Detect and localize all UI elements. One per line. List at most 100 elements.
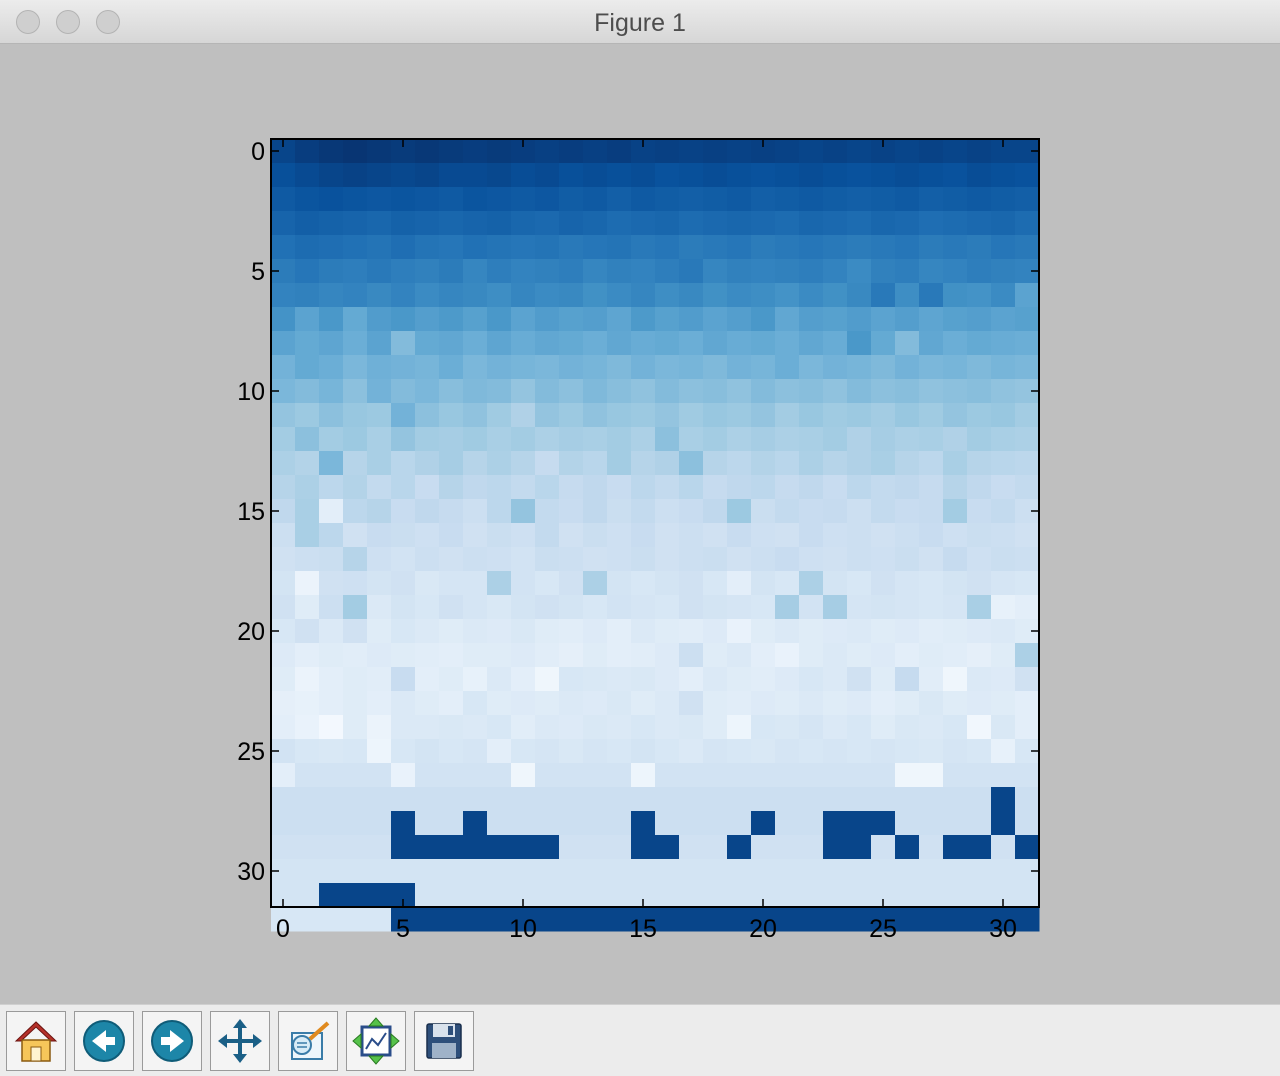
heatmap-cell — [751, 571, 776, 596]
heatmap-cell — [799, 595, 824, 620]
heatmap-cell — [415, 427, 440, 452]
subplots-button[interactable] — [346, 1011, 406, 1071]
subplots-icon — [352, 1017, 400, 1065]
heatmap-cell — [415, 835, 440, 860]
heatmap-cell — [751, 787, 776, 812]
heatmap-cell — [631, 427, 656, 452]
heatmap-cell — [967, 595, 992, 620]
heatmap-cell — [391, 307, 416, 332]
heatmap-cell — [895, 691, 920, 716]
heatmap-cell — [727, 451, 752, 476]
heatmap-cell — [439, 547, 464, 572]
heatmap-cell — [295, 403, 320, 428]
heatmap-cell — [919, 163, 944, 188]
heatmap-cell — [607, 499, 632, 524]
heatmap-cell — [439, 715, 464, 740]
heatmap-cell — [343, 883, 368, 908]
heatmap-cell — [631, 403, 656, 428]
heatmap-cell — [895, 259, 920, 284]
heatmap-cell — [895, 883, 920, 908]
heatmap-cell — [895, 907, 920, 932]
x-tick-label: 10 — [509, 915, 537, 943]
heatmap-cell — [559, 499, 584, 524]
pan-button[interactable] — [210, 1011, 270, 1071]
heatmap-cell — [319, 595, 344, 620]
heatmap-cell — [727, 715, 752, 740]
heatmap-cell — [319, 859, 344, 884]
heatmap-cell — [847, 547, 872, 572]
heatmap-cell — [391, 763, 416, 788]
heatmap-cell — [943, 907, 968, 932]
heatmap-cell — [367, 211, 392, 236]
back-button[interactable] — [74, 1011, 134, 1071]
heatmap-cell — [367, 619, 392, 644]
heatmap-cell — [319, 451, 344, 476]
heatmap-cell — [319, 259, 344, 284]
heatmap-cell — [535, 235, 560, 260]
heatmap-cell — [319, 547, 344, 572]
heatmap-cell — [631, 451, 656, 476]
x-tick-label: 20 — [749, 915, 777, 943]
heatmap-cell — [895, 787, 920, 812]
heatmap-cell — [487, 811, 512, 836]
save-button[interactable] — [414, 1011, 474, 1071]
heatmap-cell — [871, 547, 896, 572]
heatmap-cell — [391, 739, 416, 764]
heatmap-cell — [991, 235, 1016, 260]
heatmap-cell — [583, 595, 608, 620]
heatmap-cell — [559, 619, 584, 644]
heatmap-cell — [367, 139, 392, 164]
zoom-window-button[interactable] — [96, 10, 120, 34]
heatmap-cell — [847, 283, 872, 308]
heatmap-cell — [415, 691, 440, 716]
heatmap-cell — [871, 763, 896, 788]
heatmap-cell — [751, 667, 776, 692]
heatmap-cell — [847, 859, 872, 884]
heatmap-cell — [703, 283, 728, 308]
heatmap-cell — [487, 283, 512, 308]
heatmap-cell — [271, 475, 296, 500]
heatmap-cell — [679, 811, 704, 836]
heatmap-cell — [1015, 403, 1040, 428]
heatmap-cell — [967, 139, 992, 164]
minimize-window-button[interactable] — [56, 10, 80, 34]
heatmap-cell — [343, 763, 368, 788]
heatmap-cell — [991, 739, 1016, 764]
zoom-rect-icon — [291, 1021, 330, 1060]
heatmap-cell — [271, 811, 296, 836]
heatmap-cell — [655, 331, 680, 356]
heatmap-cell — [463, 523, 488, 548]
heatmap-cell — [607, 259, 632, 284]
zoom-button[interactable] — [278, 1011, 338, 1071]
heatmap-cell — [295, 307, 320, 332]
heatmap-cell — [391, 787, 416, 812]
heatmap-cell — [463, 619, 488, 644]
heatmap-cell — [847, 691, 872, 716]
heatmap-cell — [823, 379, 848, 404]
heatmap-cell — [415, 331, 440, 356]
heatmap-cell — [607, 355, 632, 380]
close-window-button[interactable] — [16, 10, 40, 34]
heatmap-cell — [319, 499, 344, 524]
forward-button[interactable] — [142, 1011, 202, 1071]
heatmap-cell — [511, 283, 536, 308]
heatmap-cell — [415, 787, 440, 812]
heatmap-cell — [391, 715, 416, 740]
heatmap-cell — [943, 187, 968, 212]
heatmap-cell — [1015, 211, 1040, 236]
heatmap-cell — [607, 619, 632, 644]
heatmap-cell — [343, 619, 368, 644]
heatmap-cell — [535, 811, 560, 836]
heatmap-cell — [487, 499, 512, 524]
heatmap-cell — [727, 139, 752, 164]
home-button[interactable] — [6, 1011, 66, 1071]
heatmap-cell — [727, 739, 752, 764]
heatmap-cell — [919, 811, 944, 836]
heatmap-cell — [1015, 571, 1040, 596]
heatmap-cell — [511, 163, 536, 188]
heatmap-cell — [871, 427, 896, 452]
heatmap-cell — [439, 859, 464, 884]
heatmap-cell — [943, 547, 968, 572]
heatmap-cell — [703, 331, 728, 356]
heatmap-cell — [583, 211, 608, 236]
